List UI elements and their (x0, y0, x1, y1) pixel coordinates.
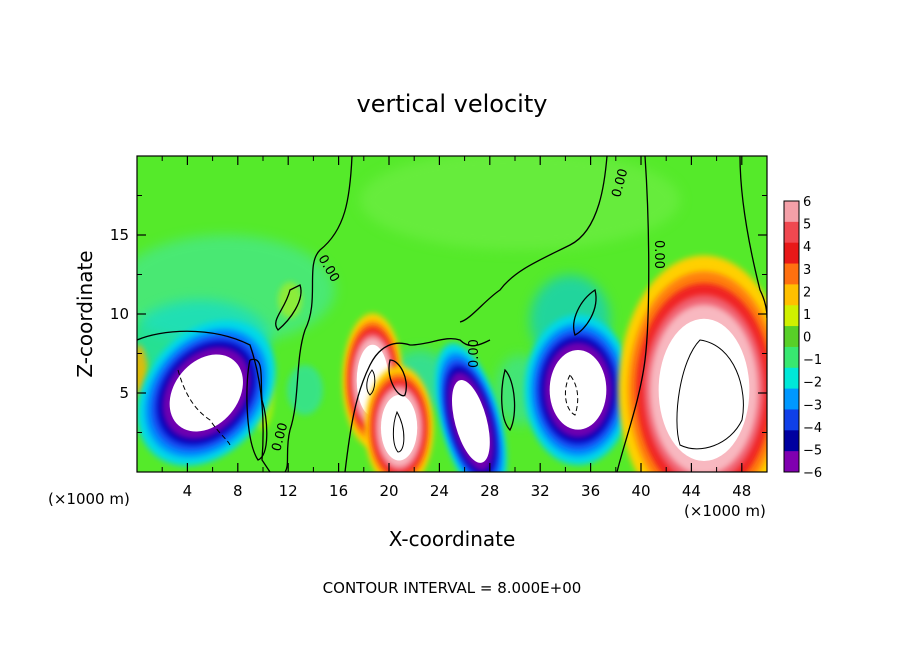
plot-area (137, 156, 767, 472)
colorbar-swatch (784, 346, 799, 369)
contour-zero-6 (459, 156, 608, 323)
colorbar-level-label: 6 (803, 195, 811, 210)
contour-zero-7 (616, 156, 650, 472)
positive-contour-20 (392, 410, 405, 453)
contour-zero-8 (739, 156, 767, 319)
colorbar-swatch (784, 305, 799, 327)
x-tick-label: 8 (233, 482, 243, 500)
downdraft-3 (524, 314, 632, 466)
contour-zero-5 (344, 338, 491, 472)
contour-interval-note: CONTOUR INTERVAL = 8.000E+00 (323, 579, 582, 597)
colorbar-swatch (784, 451, 799, 473)
yellow-blob-2 (278, 282, 302, 318)
x-tick-label: 28 (480, 482, 499, 500)
downdraft-1-ring-5 (169, 354, 243, 432)
x-axis-ticks: 4 8 12 16 20 24 28 32 36 40 44 48 (161, 156, 751, 500)
x-unit-right: (×1000 m) (684, 502, 766, 520)
x-tick-label: 36 (581, 482, 600, 500)
contour-zero-4 (246, 358, 268, 461)
colorbar-level-label: −6 (803, 466, 822, 481)
positive-contour-44 (676, 339, 744, 450)
x-tick-label: 24 (430, 482, 449, 500)
contour-lines (137, 156, 767, 472)
colorbar-level-label: −4 (803, 421, 822, 436)
contour-label-5: 0.00 (651, 240, 666, 269)
contour-zero-10 (501, 368, 516, 432)
contour-zero-1 (137, 330, 271, 472)
upper-light-band (360, 156, 680, 250)
downdraft-3-ring-5 (549, 350, 607, 430)
colorbar-level-label: 0 (803, 331, 811, 346)
colorbar-swatch (784, 284, 799, 306)
x-tick-label: 44 (682, 482, 701, 500)
contour-dashed (177, 369, 579, 446)
x-unit-left: (×1000 m) (48, 490, 130, 508)
colorbar-level-label: 5 (803, 218, 811, 233)
chart-title: vertical velocity (357, 90, 548, 118)
colorbar-swatch (784, 430, 799, 452)
contour-label-4: 0.00 (609, 167, 631, 199)
contour-zero-2 (284, 156, 353, 472)
y-tick-label: 15 (110, 226, 129, 244)
colorbar-swatch (784, 221, 799, 244)
x-tick-label: 48 (732, 482, 751, 500)
y-axis-label: Z-coordinate (73, 250, 97, 377)
x-axis-label: X-coordinate (389, 527, 516, 551)
colorbar-swatch (784, 388, 799, 410)
y-axis-ticks: 5 10 15 (110, 195, 767, 433)
x-tick-label: 12 (279, 482, 298, 500)
colorbar-level-label: −3 (803, 398, 822, 413)
negative-contour-2 (564, 374, 579, 416)
colorbar-swatch (784, 367, 799, 390)
negative-contour-1 (177, 369, 231, 446)
colorbar-swatch (784, 201, 799, 223)
colorbar-swatch (784, 409, 799, 431)
contour-label-3: 0.00 (467, 339, 482, 368)
updraft-2 (364, 366, 434, 472)
cyan-blob-mid (287, 365, 323, 415)
colorbar-swatch (784, 326, 799, 348)
colorbar: 6 5 4 3 2 1 0 −1 −2 −3 −4 −5 −6 (783, 195, 822, 481)
updraft-3-ring-5 (658, 318, 750, 461)
downdraft-2-ring-5 (452, 380, 490, 463)
colorbar-swatch (784, 242, 799, 265)
downdraft-2 (435, 343, 507, 472)
colorbar-level-label: 3 (803, 263, 811, 278)
colorbar-frame (783, 200, 800, 473)
y-tick-label: 10 (110, 305, 129, 323)
x-tick-label: 40 (631, 482, 650, 500)
colorbar-level-label: 4 (803, 240, 811, 255)
colorbar-swatch (784, 263, 799, 285)
x-tick-label: 20 (379, 482, 398, 500)
contour-zero-9 (573, 288, 597, 336)
contour-labels: 0.00 0.00 0.00 0.00 0.00 (269, 167, 666, 453)
x-tick-label: 4 (183, 482, 193, 500)
x-tick-label: 16 (329, 482, 348, 500)
contour-zero-11 (388, 359, 407, 397)
contour-zero-3 (275, 284, 302, 331)
colorbar-level-label: −5 (803, 443, 822, 458)
updraft-2-ring-5 (380, 395, 418, 461)
colorbar-level-label: −2 (803, 376, 822, 391)
downdraft-1 (137, 320, 276, 466)
contour-positive-inner (366, 339, 744, 453)
colorbar-level-label: 2 (803, 285, 811, 300)
positive-contour-18 (366, 369, 376, 396)
y-tick-label: 5 (119, 384, 129, 402)
colorbar-level-label: −1 (803, 353, 822, 368)
colorbar-level-label: 1 (803, 308, 811, 323)
x-tick-label: 32 (531, 482, 550, 500)
contour-label-2: 0.00 (269, 421, 291, 453)
